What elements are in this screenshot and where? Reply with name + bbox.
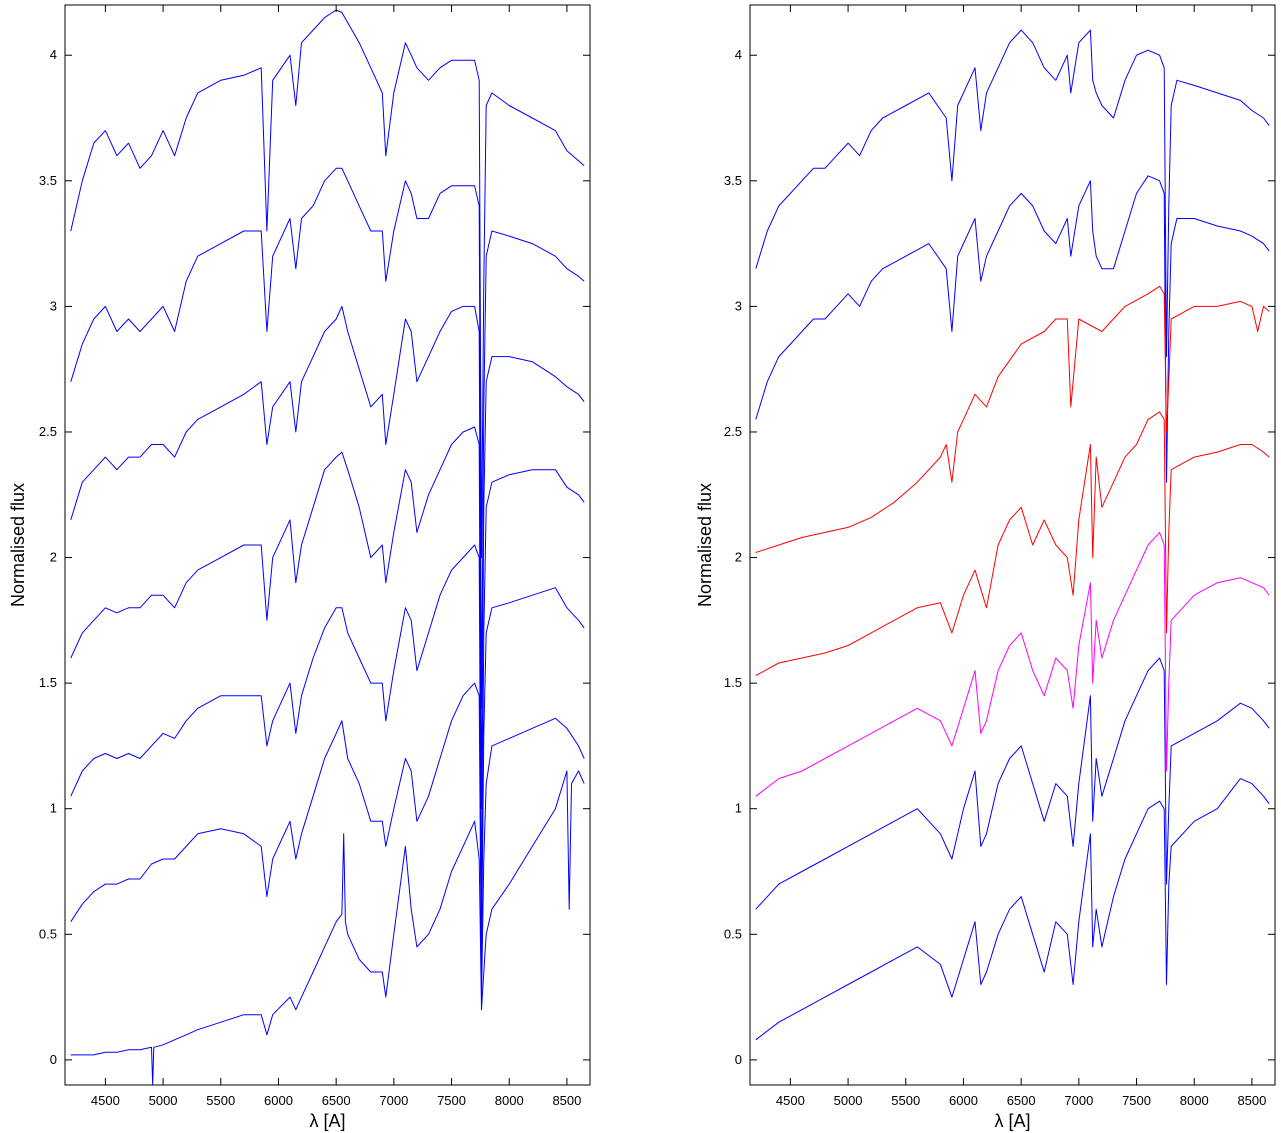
x-tick-label: 6500: [322, 1093, 351, 1108]
y-tick-label: 0: [735, 1052, 742, 1067]
y-tick-label: 2.5: [724, 424, 742, 439]
y-tick-label: 0.5: [39, 926, 57, 941]
spectrum-line-3: [70, 305, 585, 810]
x-tick-label: 6000: [949, 1093, 978, 1108]
y-tick-label: 2: [735, 550, 742, 565]
left-panel: 4500 5000 5500 6000 6500 7000 7500 8000 8500 0 0.5…: [8, 4, 591, 1131]
spectrum-line-5: [70, 544, 585, 960]
x-tick-label: 8000: [1180, 1093, 1209, 1108]
y-tick-label: 0.5: [724, 926, 742, 941]
x-tick-label: 7500: [437, 1093, 466, 1108]
spectrum-line-2: [755, 175, 1270, 483]
spectrum-line-2: [70, 167, 585, 709]
spectrum-line-5: [755, 531, 1270, 797]
y-tick-label: 2.5: [39, 424, 57, 439]
x-tick-label: 6500: [1007, 1093, 1036, 1108]
x-axis-label: λ [A]: [994, 1111, 1030, 1131]
spectrum-line-3: [755, 285, 1270, 553]
x-tick-label: 5000: [834, 1093, 863, 1108]
x-tick-label: 7000: [1064, 1093, 1093, 1108]
spectrum-line-1: [755, 29, 1270, 358]
x-tick-label: 4500: [776, 1093, 805, 1108]
spectrum-line-6: [755, 657, 1270, 910]
axes-frame: [749, 4, 1276, 1086]
y-tick-label: 0: [50, 1052, 57, 1067]
x-tick-label: 4500: [91, 1093, 120, 1108]
spectrum-line-4: [70, 426, 585, 910]
y-tick-label: 1: [50, 801, 57, 816]
y-tick-label: 3.5: [39, 173, 57, 188]
y-tick-label: 1: [735, 801, 742, 816]
y-tick-label: 3.5: [724, 173, 742, 188]
x-tick-label: 8500: [552, 1093, 581, 1108]
x-tick-label: 5500: [206, 1093, 235, 1108]
y-axis-label: Normalised flux: [8, 483, 28, 607]
y-tick-label: 3: [735, 298, 742, 313]
x-tick-label: 8000: [495, 1093, 524, 1108]
x-tick-label: 7000: [379, 1093, 408, 1108]
axes-frame: [64, 4, 591, 1086]
spectrum-line-6: [70, 682, 585, 998]
x-tick-label: 8500: [1237, 1093, 1266, 1108]
x-tick-label: 6000: [264, 1093, 293, 1108]
y-tick-label: 2: [50, 550, 57, 565]
spectrum-line-7: [70, 770, 585, 1086]
right-panel: 4500 5000 5500 6000 6500 7000 7500 8000 8500 0 0.5…: [695, 4, 1276, 1131]
x-tick-label: 7500: [1122, 1093, 1151, 1108]
x-tick-label: 5500: [891, 1093, 920, 1108]
y-tick-label: 1.5: [724, 675, 742, 690]
y-tick-label: 1.5: [39, 675, 57, 690]
spectrum-line-1: [70, 9, 585, 559]
y-tick-label: 4: [50, 47, 57, 62]
x-axis-label: λ [A]: [309, 1111, 345, 1131]
x-tick-label: 5000: [149, 1093, 178, 1108]
y-axis-label: Normalised flux: [695, 483, 715, 607]
spectrum-line-7: [755, 778, 1270, 1041]
y-tick-label: 3: [50, 298, 57, 313]
spectrum-line-4: [755, 411, 1270, 677]
y-tick-label: 4: [735, 47, 742, 62]
